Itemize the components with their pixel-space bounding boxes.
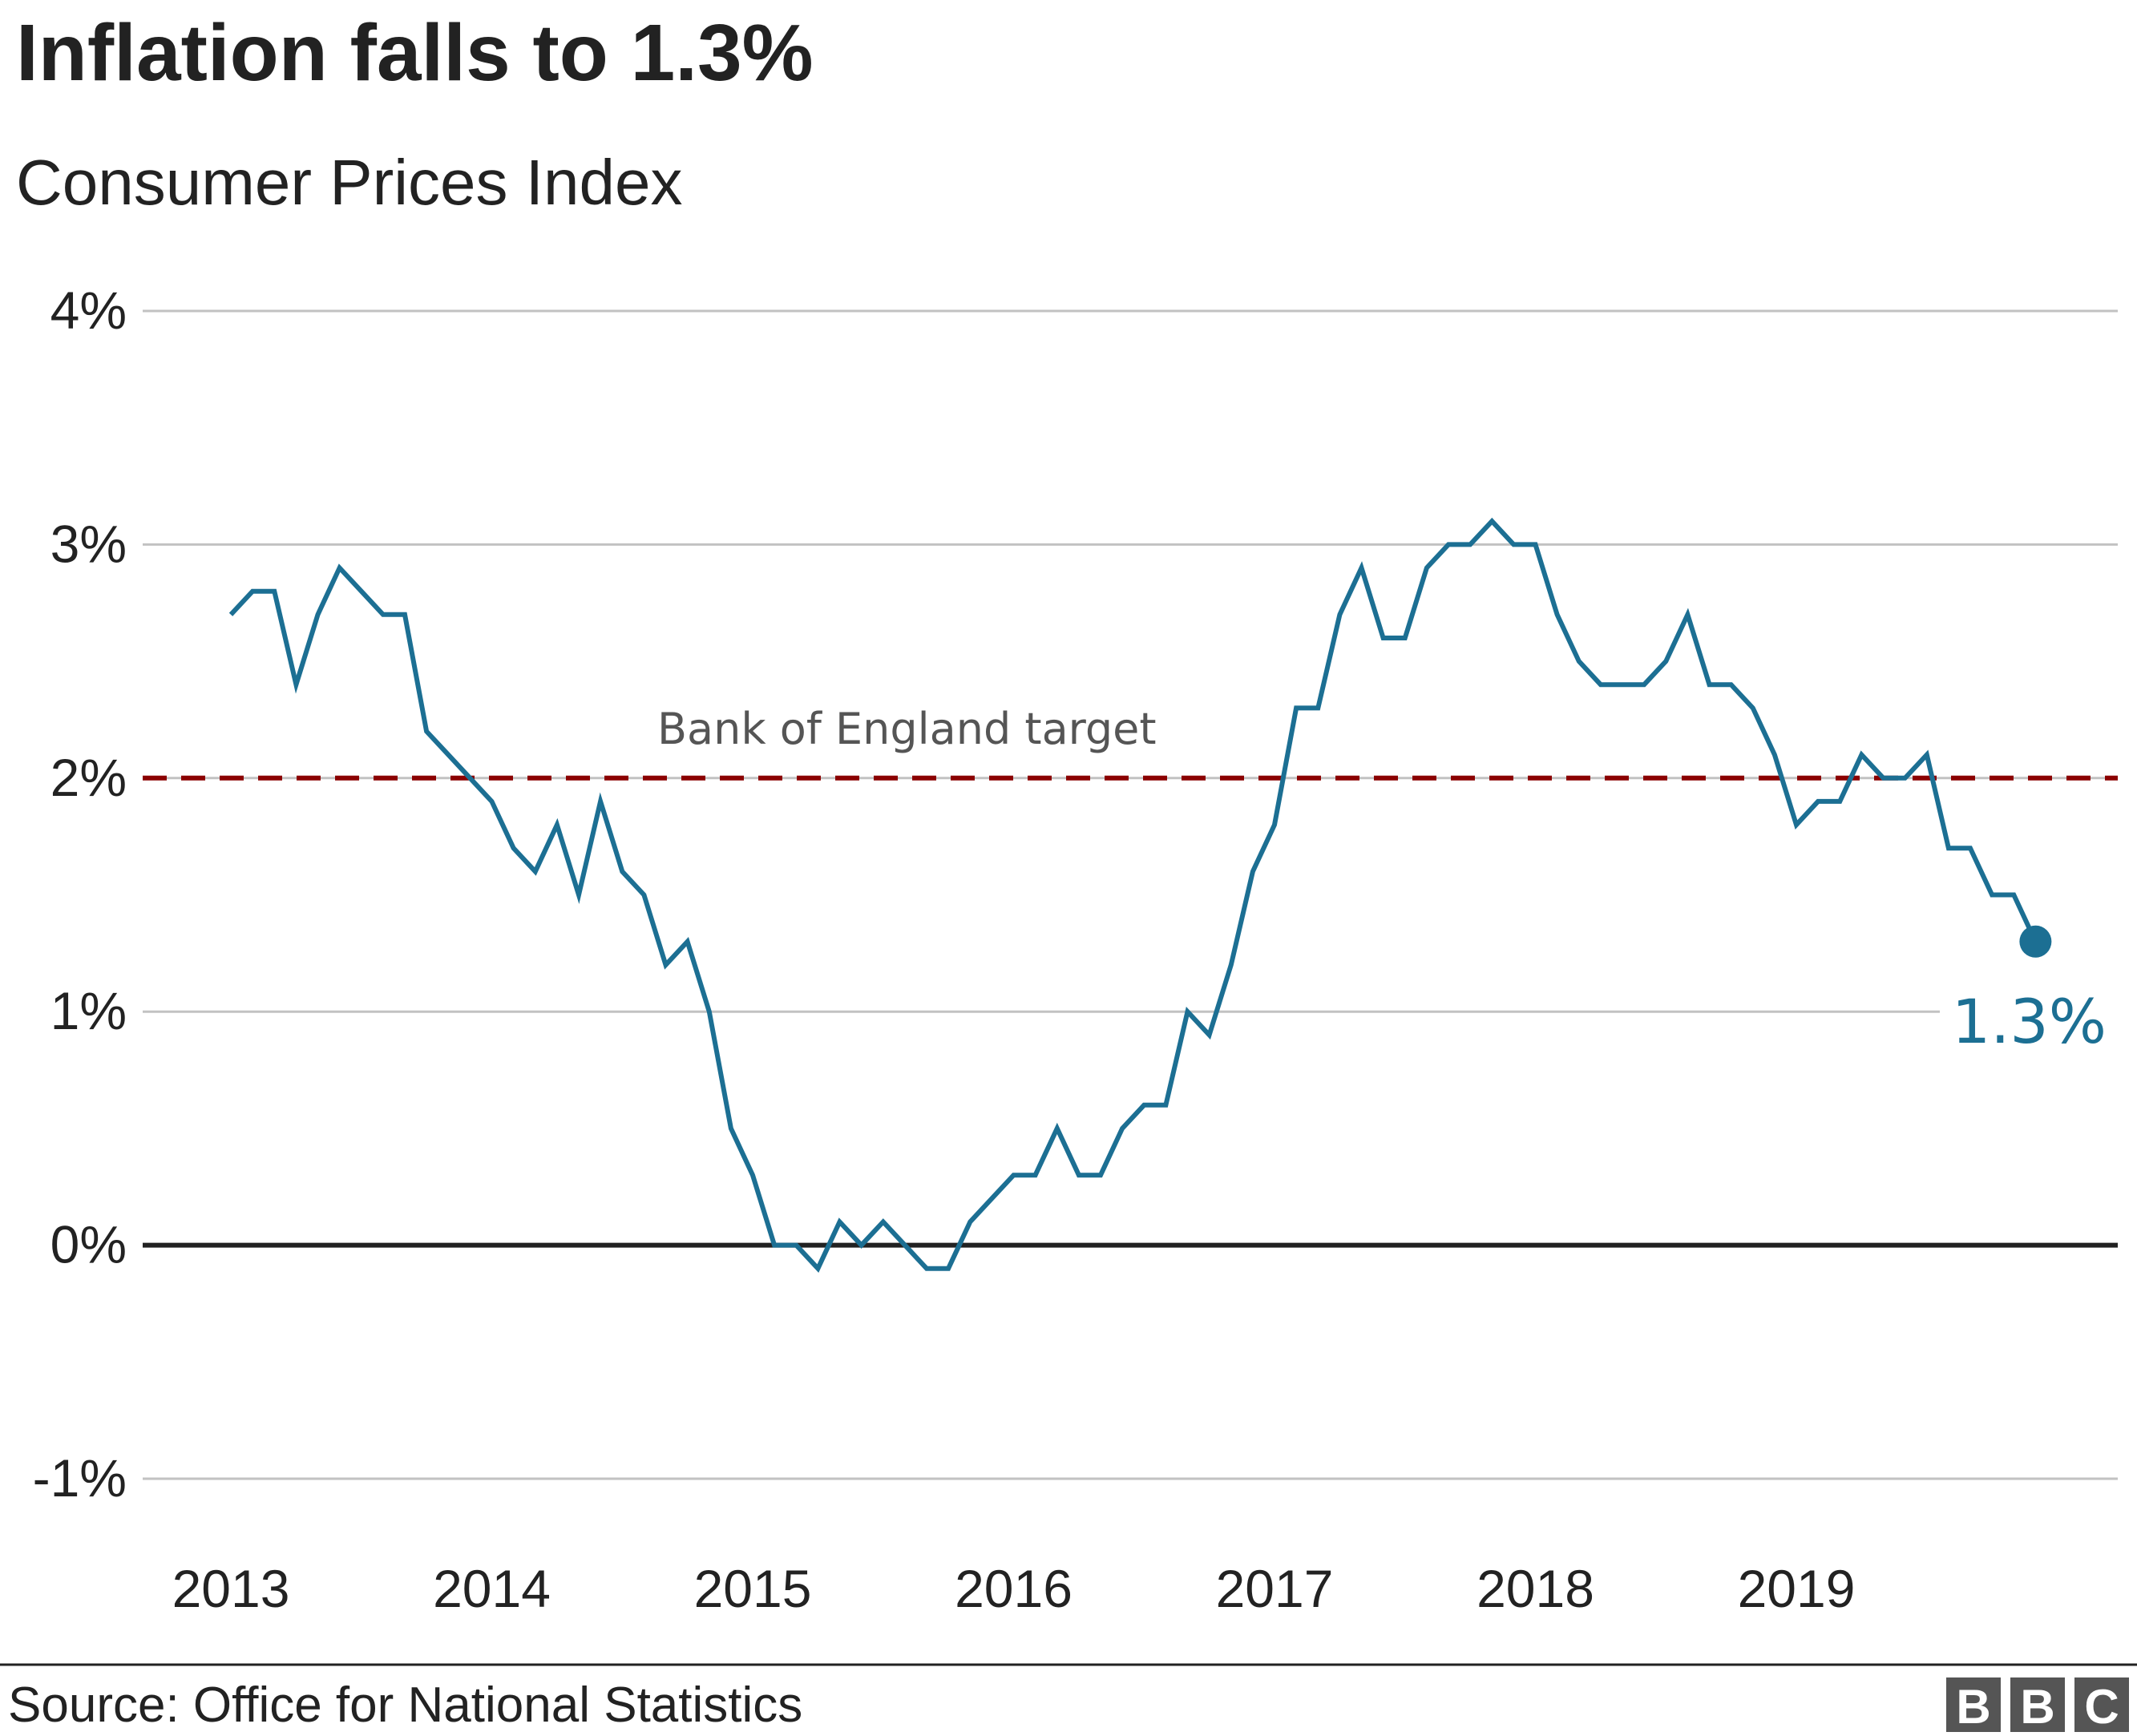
- y-axis-ticks: 4% 3% 2% 1% 0% -1%: [33, 281, 127, 1508]
- x-tick-label: 2016: [955, 1559, 1073, 1618]
- target-line-group: Bank of England target: [143, 704, 2118, 781]
- y-tick-label: 2%: [50, 748, 127, 807]
- bbc-logo-letter: B: [2020, 1680, 2054, 1734]
- cpi-series-line: [228, 517, 2038, 1274]
- chart-title: Inflation falls to 1.3%: [16, 8, 814, 98]
- end-value-label: 1.3%: [1952, 986, 2107, 1057]
- y-tick-label: -1%: [33, 1448, 127, 1508]
- x-axis-ticks: 2013 2014 2015 2016 2017 2018 2019: [172, 1559, 1856, 1618]
- y-tick-label: 4%: [50, 281, 127, 340]
- end-label-backing: [1940, 987, 2118, 1062]
- gridlines: [143, 309, 2118, 1480]
- source-note: Source: Office for National Statistics: [8, 1677, 802, 1733]
- x-tick-label: 2019: [1738, 1559, 1856, 1618]
- x-tick-label: 2018: [1477, 1559, 1594, 1618]
- bbc-logo-block: [2010, 1677, 2065, 1732]
- x-tick-label: 2017: [1216, 1559, 1334, 1618]
- x-tick-label: 2015: [694, 1559, 812, 1618]
- x-tick-label: 2014: [433, 1559, 551, 1618]
- chart-subtitle: Consumer Prices Index: [16, 147, 682, 218]
- bbc-logo-letter: B: [1956, 1680, 1990, 1734]
- end-point-marker: [2019, 925, 2052, 958]
- x-tick-label: 2013: [172, 1559, 290, 1618]
- y-tick-label: 3%: [50, 514, 127, 573]
- bbc-logo-block: [2074, 1677, 2129, 1732]
- y-tick-label: 0%: [50, 1215, 127, 1274]
- bbc-logo-letter: C: [2084, 1680, 2119, 1734]
- y-tick-label: 1%: [50, 981, 127, 1040]
- bbc-logo-block: [1946, 1677, 2001, 1732]
- series-group: 1.3%: [228, 517, 2118, 1274]
- target-label: Bank of England target: [657, 704, 1157, 754]
